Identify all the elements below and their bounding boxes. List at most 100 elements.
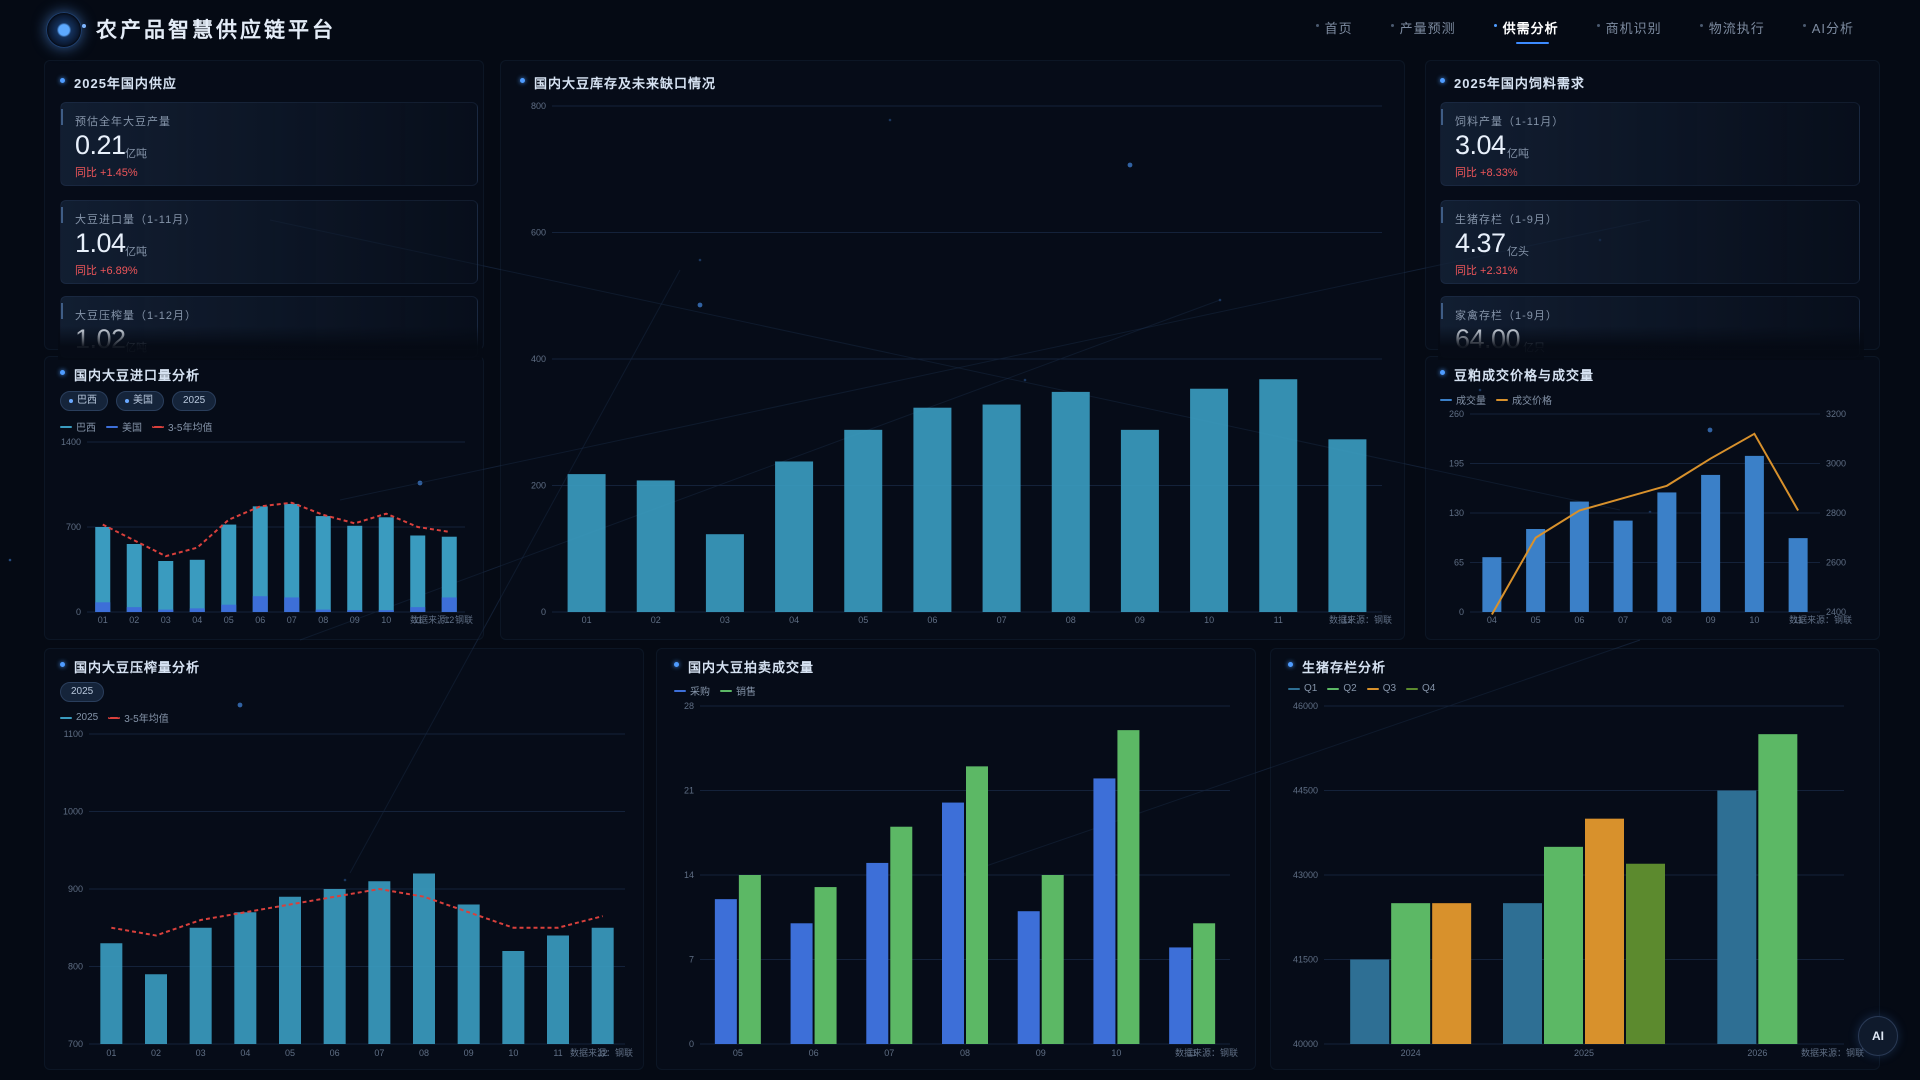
nav-item-yield-forecast[interactable]: 产量预测 — [1390, 18, 1456, 37]
legend-swatch — [60, 716, 72, 719]
legend-item: 巴西 — [60, 419, 96, 434]
ai-assistant-button[interactable]: AI — [1858, 1016, 1898, 1056]
stat-unit: 亿吨 — [125, 246, 147, 258]
bar — [1328, 439, 1367, 612]
bar — [567, 474, 606, 612]
bar — [591, 927, 614, 1044]
bar — [636, 480, 675, 612]
bar-sales — [1041, 875, 1064, 1044]
stat-value: 4.37 — [1455, 228, 1506, 258]
inventory-chart: 0 200 400 600 800 01 02 03 04 05 06 07 08 09 10 11 12数据来… — [531, 101, 1392, 625]
legend-item: 3-5年均值 — [152, 419, 212, 434]
x-tick-label: 12 — [444, 615, 454, 625]
x-tick-label: 12 — [598, 1048, 608, 1058]
bar-q3 — [1585, 818, 1624, 1044]
legend-swatch — [1327, 687, 1340, 690]
bar — [457, 904, 480, 1044]
logo-icon — [46, 12, 82, 48]
x-tick-label: 10 — [1204, 615, 1214, 625]
y-tick-label: 260 — [1449, 409, 1464, 419]
nav-item-opportunity[interactable]: 商机识别 — [1596, 18, 1662, 37]
x-tick-label: 07 — [1618, 615, 1628, 625]
stat-value: 64.00 — [1455, 324, 1521, 354]
nav-item-logistics[interactable]: 物流执行 — [1699, 18, 1765, 37]
chip-usa[interactable]: 美国 — [116, 391, 164, 411]
header: 农产品智慧供应链平台 首页 产量预测 供需分析 商机识别 物流执行 AI分析 — [0, 0, 1920, 56]
meal-chart: 0 65 130 195 260 2400 2600 2800 3000 3200 04 05 06 07… — [1449, 409, 1852, 625]
bar — [913, 407, 952, 612]
y-tick-label: 43000 — [1293, 870, 1318, 880]
chip-year[interactable]: 2025 — [60, 682, 105, 702]
hog-title: 生猪存栏分析 — [1288, 657, 1386, 676]
crush-legend: 2025 3-5年均值 — [60, 710, 169, 725]
data-source-label: 数据来源：钢联 — [410, 614, 473, 625]
star-dot — [237, 702, 243, 708]
bar-q1 — [1350, 959, 1390, 1044]
chip-year[interactable]: 2025 — [172, 391, 217, 411]
bar-sales — [966, 766, 988, 1044]
bar-brazil — [95, 527, 111, 612]
legend-swatch — [152, 425, 164, 428]
stat-change: 同比 +1.45% — [75, 167, 138, 179]
x-tick-label: 04 — [192, 615, 202, 625]
avg-line — [102, 501, 450, 558]
stat-label: 预估全年大豆产量 — [75, 116, 171, 128]
bar-purchase — [1093, 778, 1116, 1044]
stat-label: 大豆进口量（1-11月） — [75, 214, 197, 226]
y-tick-label: 800 — [531, 101, 546, 111]
x-tick-label: 03 — [196, 1048, 206, 1058]
stat-unit: 亿吨 — [125, 342, 147, 354]
x-tick-label: 04 — [240, 1048, 250, 1058]
x-tick-label: 04 — [789, 615, 799, 625]
x-tick-label: 10 — [508, 1048, 518, 1058]
nav-item-ai-analysis[interactable]: AI分析 — [1802, 18, 1854, 37]
star-dot — [343, 878, 347, 882]
stat-unit: 亿只 — [1523, 342, 1545, 354]
bar — [775, 461, 814, 612]
x-tick-label: 03 — [161, 615, 171, 625]
y-tick-label: 0 — [76, 607, 81, 617]
bar — [1120, 429, 1159, 612]
x-tick-label: 08 — [960, 1048, 970, 1058]
legend-swatch — [1288, 687, 1300, 690]
bar-volume — [1744, 455, 1764, 612]
x-tick-label: 08 — [1662, 615, 1672, 625]
star-dot — [697, 302, 703, 308]
bar-brazil — [441, 536, 457, 612]
stat-unit: 亿吨 — [1507, 148, 1529, 160]
x-tick-label: 01 — [98, 615, 108, 625]
y-tick-label: 130 — [1449, 508, 1464, 518]
chip-brazil[interactable]: 巴西 — [60, 391, 108, 411]
nav-item-supply-demand[interactable]: 供需分析 — [1493, 18, 1559, 44]
stat-change: 同比 +2.31% — [1455, 265, 1518, 277]
crush-title: 国内大豆压榨量分析 — [60, 657, 200, 676]
x-tick-label: 02 — [129, 615, 139, 625]
x-tick-label: 09 — [1706, 615, 1716, 625]
bar — [368, 881, 391, 1044]
connector-line — [349, 269, 681, 874]
bar-usa — [158, 609, 174, 612]
import-filter-chips: 巴西 美国 2025 — [60, 391, 217, 411]
legend-item: Q4 — [1406, 683, 1435, 694]
bar-usa — [126, 607, 142, 612]
star-dot — [1218, 298, 1222, 302]
y-tick-label: 400 — [531, 354, 546, 364]
auction-legend: 采购 销售 — [674, 683, 756, 698]
x-tick-label: 05 — [858, 615, 868, 625]
legend-swatch — [674, 689, 686, 692]
stat-value: 0.21 — [75, 130, 126, 160]
x-tick-label: 2024 — [1401, 1048, 1421, 1058]
star-dot — [1707, 427, 1713, 433]
bar-brazil — [284, 503, 300, 612]
legend-swatch — [60, 425, 72, 428]
legend-item: 3-5年均值 — [108, 710, 169, 725]
avg-line — [111, 887, 603, 937]
nav-item-home[interactable]: 首页 — [1315, 18, 1353, 37]
bar — [502, 951, 525, 1044]
star-dot — [1023, 378, 1027, 382]
y-tick-label: 0 — [689, 1039, 694, 1049]
legend-item: 美国 — [106, 419, 142, 434]
y-tick-label: 14 — [684, 870, 694, 880]
bar-brazil — [252, 506, 268, 612]
